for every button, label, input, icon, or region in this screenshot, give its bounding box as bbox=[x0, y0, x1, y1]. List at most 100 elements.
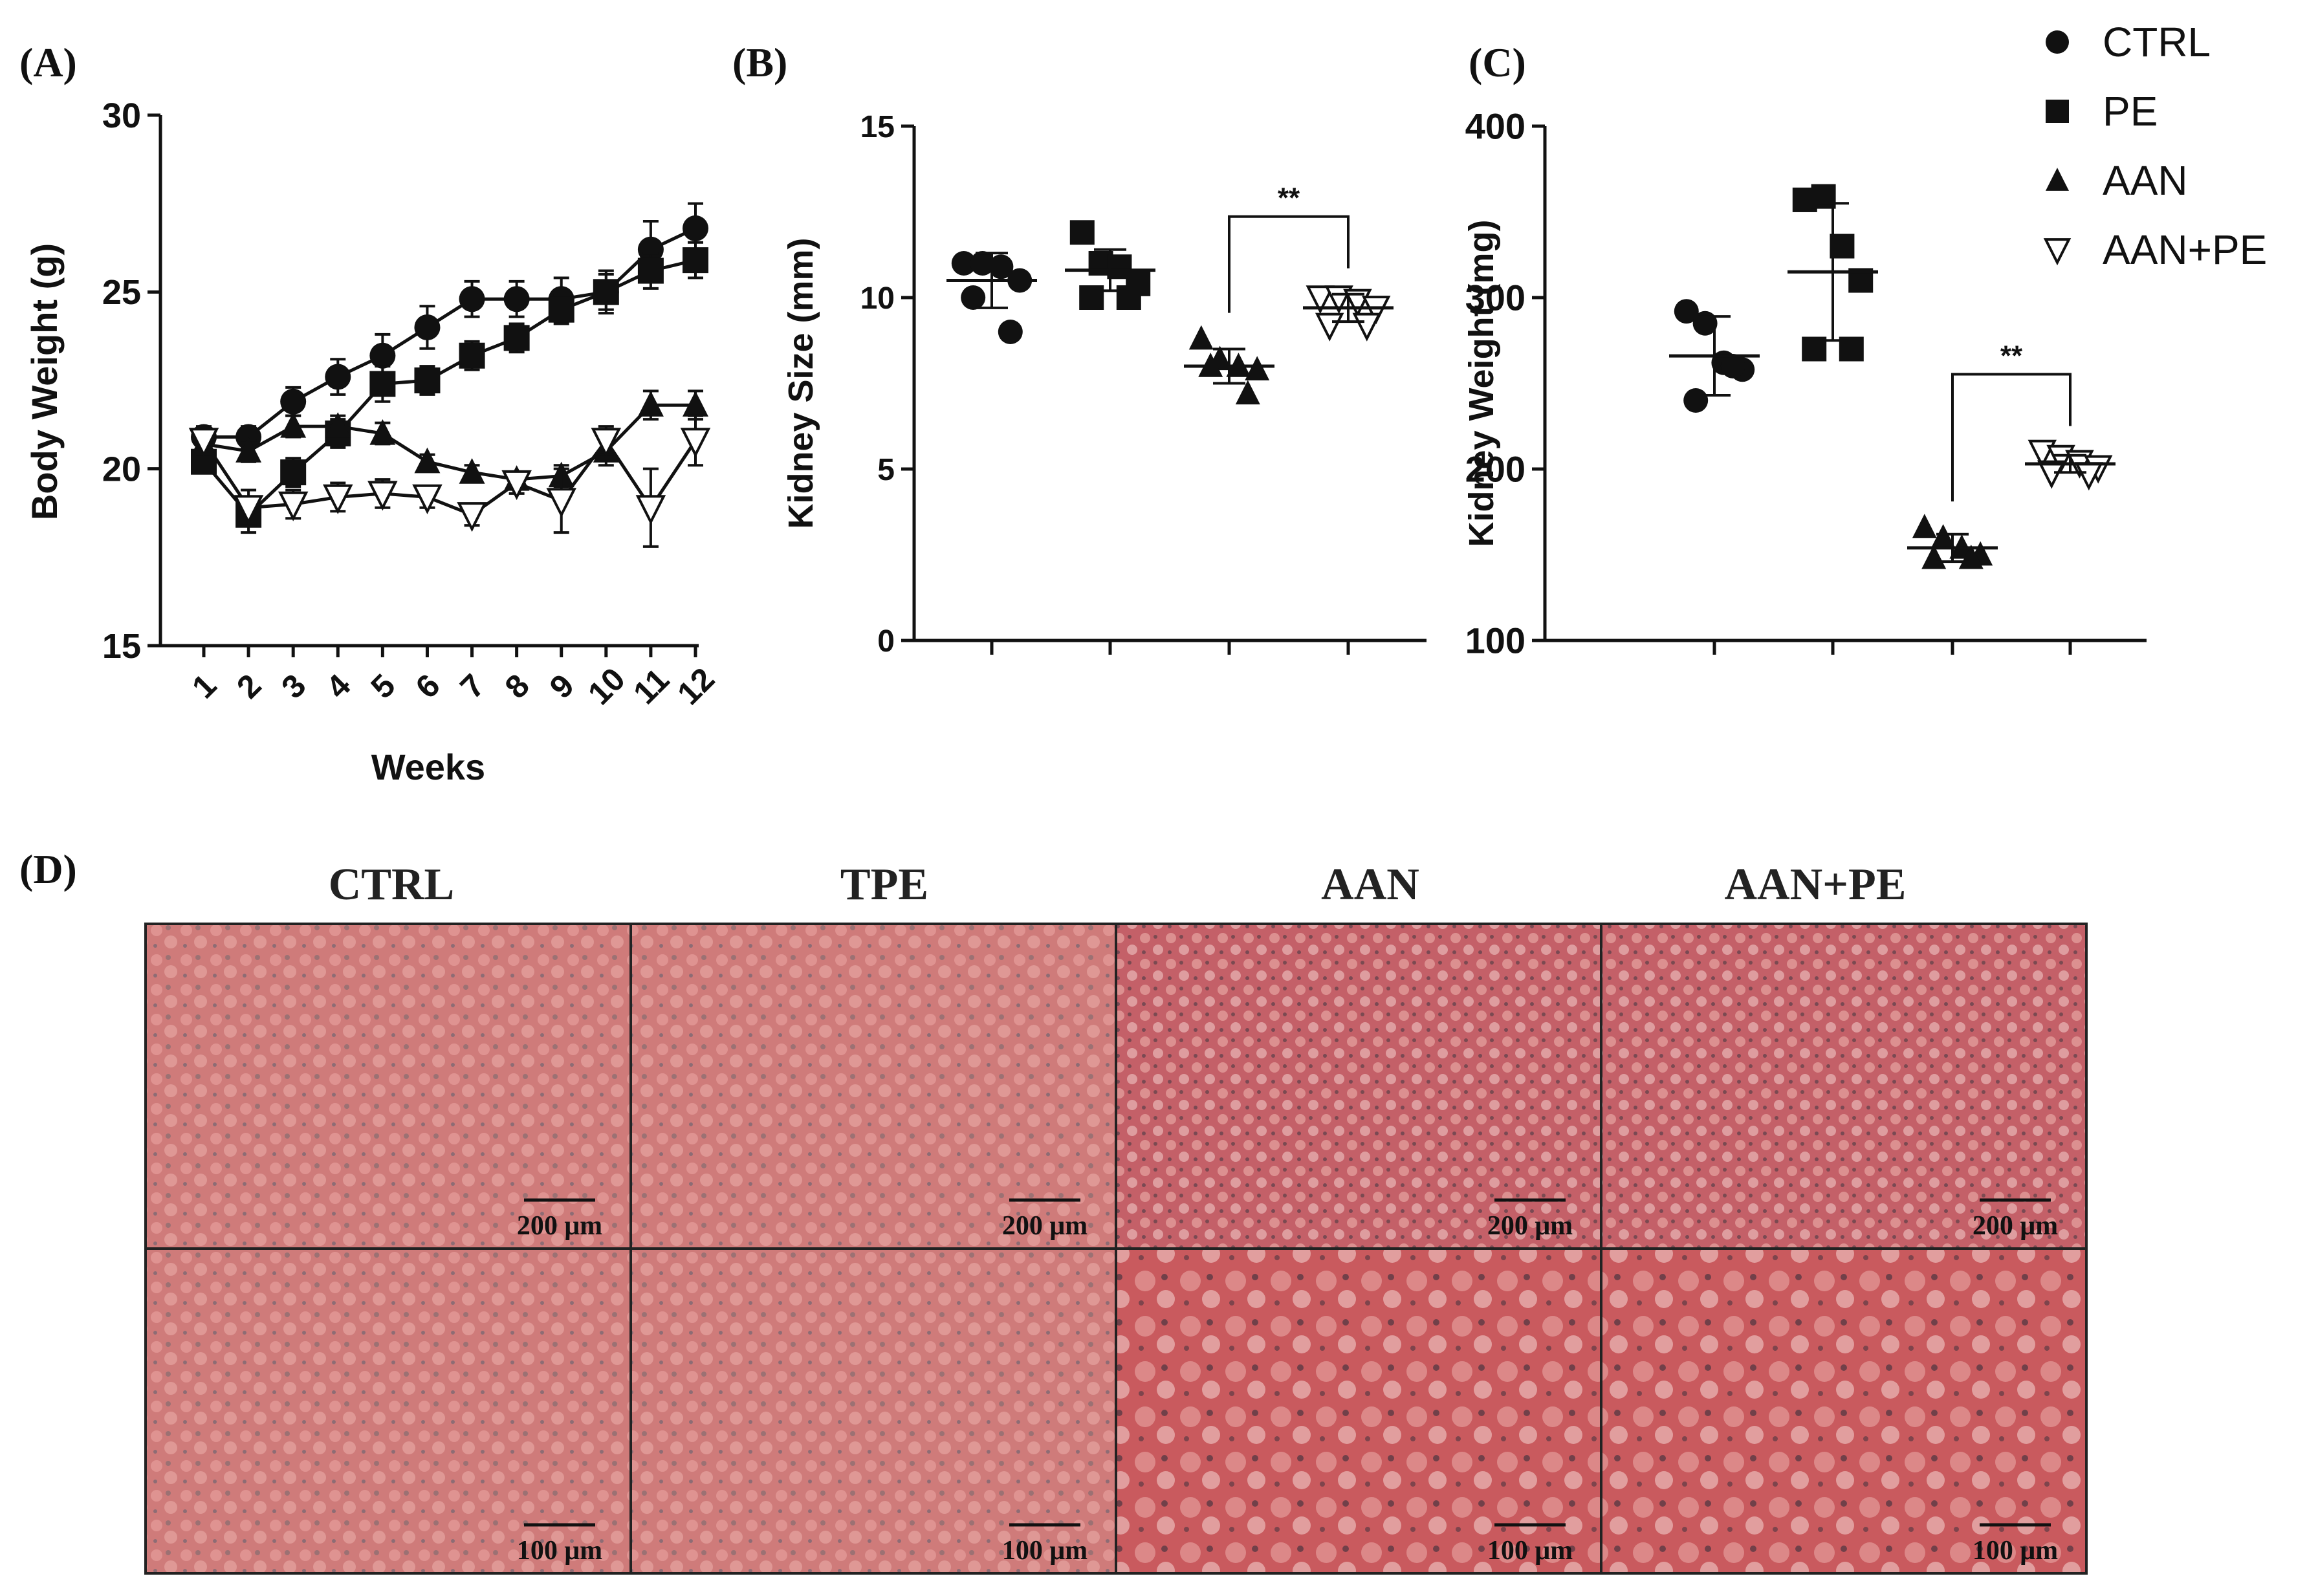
data-point bbox=[637, 257, 664, 284]
micrograph-aan-pe-100 bbox=[1600, 1247, 2088, 1575]
legend-label: CTRL bbox=[2103, 19, 2211, 65]
data-point bbox=[2037, 460, 2066, 489]
histology-column-title-ctrl: CTRL bbox=[329, 860, 454, 910]
data-point bbox=[546, 488, 576, 518]
x-tick-label: 3 bbox=[274, 667, 312, 705]
data-point bbox=[459, 458, 485, 484]
x-tick-label: 8 bbox=[498, 667, 536, 705]
series-line-aan-pe bbox=[202, 437, 697, 517]
data-point bbox=[367, 481, 398, 511]
y-tick-label: 15 bbox=[102, 627, 141, 666]
y-tick-label: 0 bbox=[877, 624, 895, 659]
data-point bbox=[1069, 220, 1095, 245]
y-tick-label: 25 bbox=[102, 273, 141, 312]
scalebar-label: 100 μm bbox=[1487, 1536, 1573, 1566]
data-point bbox=[323, 484, 353, 514]
significance-label: ** bbox=[1278, 182, 1300, 214]
data-point bbox=[1674, 299, 1699, 324]
data-point bbox=[591, 428, 622, 458]
data-point bbox=[593, 279, 619, 305]
x-tick-label: 7 bbox=[454, 667, 492, 705]
significance-bracket bbox=[1228, 215, 1350, 313]
data-point bbox=[325, 412, 351, 438]
legend-marker bbox=[2046, 30, 2069, 54]
y-tick-label: 20 bbox=[102, 450, 141, 489]
data-point bbox=[278, 491, 309, 521]
x-tick-label: 1 bbox=[185, 667, 223, 705]
micrograph-tpe-200 bbox=[629, 923, 1117, 1250]
legend-marker bbox=[2046, 168, 2069, 191]
x-tick-label: 6 bbox=[409, 667, 447, 705]
chart-b-kidney-size: 0 5 10 15 Kidney Size (mm) ** bbox=[782, 110, 1427, 659]
y-tick-label: 15 bbox=[860, 110, 895, 144]
data-point bbox=[683, 215, 708, 241]
legend-marker bbox=[2043, 238, 2072, 266]
data-point bbox=[637, 391, 664, 417]
data-point bbox=[503, 325, 530, 351]
legend-label: AAN+PE bbox=[2103, 226, 2267, 273]
x-tick-label: 12 bbox=[670, 661, 721, 712]
scalebar-label: 200 μm bbox=[1002, 1211, 1088, 1241]
legend: CTRL PE AAN AAN+PE bbox=[2043, 19, 2267, 273]
x-tick-label: 9 bbox=[543, 667, 581, 705]
data-point bbox=[1921, 544, 1947, 569]
scalebar-label: 100 μm bbox=[1973, 1536, 2058, 1566]
data-point bbox=[970, 251, 995, 276]
legend-label: PE bbox=[2103, 88, 2158, 135]
data-point bbox=[414, 314, 441, 340]
x-tick-label: 4 bbox=[319, 667, 357, 705]
data-point bbox=[235, 437, 262, 463]
micrograph-ctrl-100 bbox=[144, 1247, 632, 1575]
data-point bbox=[459, 342, 485, 369]
data-point bbox=[635, 495, 666, 525]
data-point bbox=[1930, 524, 1956, 549]
data-point bbox=[457, 502, 487, 532]
y-tick-label: 400 bbox=[1465, 106, 1525, 147]
data-point bbox=[1324, 285, 1353, 314]
scalebar-label: 200 μm bbox=[1487, 1211, 1573, 1241]
data-point bbox=[414, 447, 441, 474]
data-point bbox=[1958, 544, 1984, 569]
data-point bbox=[680, 428, 711, 458]
data-point bbox=[233, 495, 264, 525]
significance-bracket bbox=[1951, 373, 2072, 502]
scalebar-label: 100 μm bbox=[1002, 1536, 1088, 1566]
micrograph-aan-pe-200 bbox=[1600, 923, 2088, 1250]
data-point bbox=[501, 470, 532, 500]
data-point bbox=[459, 286, 485, 312]
data-point bbox=[1720, 354, 1745, 378]
scalebar-label: 100 μm bbox=[517, 1536, 602, 1566]
scalebar-label: 200 μm bbox=[517, 1211, 602, 1241]
data-point bbox=[280, 388, 307, 415]
x-tick-label: 2 bbox=[230, 667, 268, 705]
y-tick-label: 300 bbox=[1465, 278, 1525, 318]
series-line-aan bbox=[203, 403, 695, 481]
y-tick-label: 200 bbox=[1465, 449, 1525, 490]
y-axis-title: Body Weight (g) bbox=[24, 243, 65, 520]
y-tick-label: 5 bbox=[877, 453, 895, 487]
panel-label-b: (B) bbox=[732, 39, 787, 85]
data-point bbox=[1683, 388, 1709, 413]
significance-label: ** bbox=[2000, 340, 2023, 372]
histology-column-title-tpe: TPE bbox=[840, 860, 928, 910]
data-point bbox=[961, 285, 986, 310]
x-tick-label: 10 bbox=[581, 661, 632, 712]
panel-label-d: (D) bbox=[19, 846, 77, 892]
y-tick-label: 30 bbox=[102, 96, 141, 135]
x-tick-label: 11 bbox=[626, 661, 676, 711]
data-point bbox=[1188, 325, 1214, 350]
micrograph-ctrl-200 bbox=[144, 923, 632, 1250]
chart-c-kidney-weight: 100 200 300 400 Kidney Weight (mg) ** bbox=[1462, 106, 2147, 661]
data-point bbox=[683, 247, 708, 274]
data-point bbox=[503, 286, 530, 312]
histology-column-title-aan: AAN bbox=[1321, 860, 1419, 910]
data-point bbox=[280, 412, 307, 438]
legend-marker bbox=[2046, 100, 2069, 123]
data-point bbox=[1315, 312, 1344, 342]
data-point bbox=[548, 296, 574, 323]
data-point bbox=[998, 320, 1023, 344]
data-point bbox=[369, 371, 396, 397]
